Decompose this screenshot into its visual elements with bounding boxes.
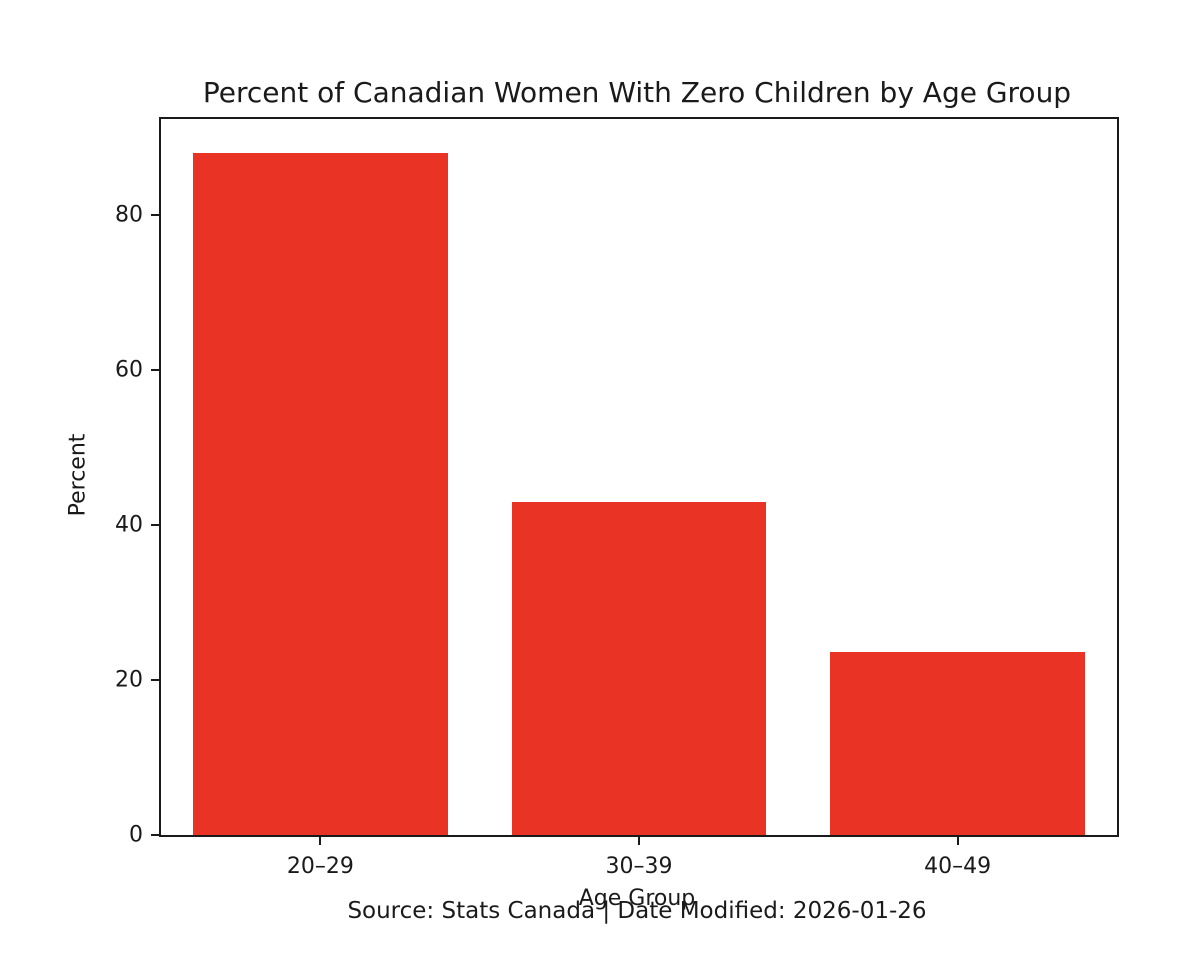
y-axis-label: Percent <box>65 433 91 517</box>
y-tick-mark <box>151 524 159 527</box>
y-tick-label: 80 <box>115 202 143 228</box>
chart-title: Percent of Canadian Women With Zero Chil… <box>202 76 1072 109</box>
bar <box>511 501 767 835</box>
bar <box>192 153 448 835</box>
x-tick-mark <box>956 837 959 845</box>
y-tick-mark <box>151 369 159 372</box>
y-tick-label: 0 <box>129 822 143 848</box>
x-tick-label: 40–49 <box>924 854 992 879</box>
y-tick-label: 20 <box>115 667 143 693</box>
x-tick-label: 20–29 <box>286 854 354 879</box>
x-tick-mark <box>319 837 322 845</box>
y-tick-label: 60 <box>115 357 143 383</box>
source-caption: Source: Stats Canada | Date Modified: 20… <box>347 898 927 924</box>
y-tick-mark <box>151 214 159 217</box>
y-tick-mark <box>151 679 159 682</box>
x-tick-label: 30–39 <box>605 854 673 879</box>
y-tick-label: 40 <box>115 512 143 538</box>
plot-area: 20–29 30–39 40–49 0 20 40 60 80 <box>115 117 1119 879</box>
x-axis-label: Age Group <box>578 886 696 911</box>
y-tick-mark <box>151 834 159 836</box>
bar <box>830 652 1086 835</box>
x-tick-mark <box>638 837 640 845</box>
